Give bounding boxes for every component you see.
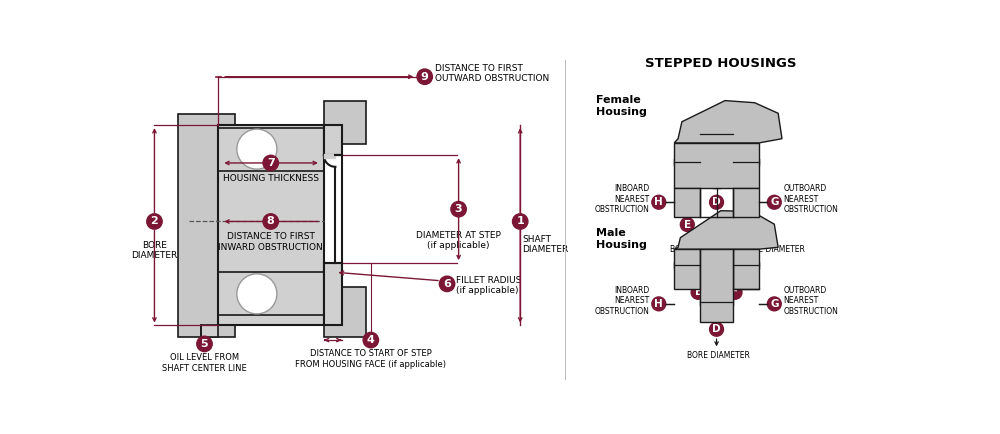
Text: 9: 9 [421, 72, 429, 82]
Circle shape [710, 295, 723, 309]
Text: 2: 2 [151, 217, 158, 227]
Circle shape [451, 201, 466, 217]
Text: E: E [695, 287, 702, 297]
Text: OIL LEVEL FROM
SHAFT CENTER LINE: OIL LEVEL FROM SHAFT CENTER LINE [162, 353, 247, 372]
FancyBboxPatch shape [324, 263, 342, 326]
Circle shape [263, 214, 278, 229]
Circle shape [147, 214, 162, 229]
Circle shape [767, 195, 781, 209]
Circle shape [363, 332, 379, 348]
Text: 4: 4 [367, 335, 375, 345]
Circle shape [512, 214, 528, 229]
FancyBboxPatch shape [733, 249, 759, 289]
Circle shape [439, 276, 455, 292]
Text: BORE DIAMETER: BORE DIAMETER [670, 245, 733, 254]
Text: BORE
DIAMETER: BORE DIAMETER [131, 241, 178, 260]
Text: B: B [713, 129, 721, 139]
Text: H: H [654, 299, 663, 309]
Text: HOUSING THICKNESS: HOUSING THICKNESS [223, 174, 319, 183]
Circle shape [739, 217, 753, 231]
Text: BORE DIAMETER: BORE DIAMETER [687, 351, 750, 360]
FancyBboxPatch shape [733, 187, 759, 217]
Text: INBOARD
NEAREST
OBSTRUCTION: INBOARD NEAREST OBSTRUCTION [595, 286, 650, 316]
Text: 6: 6 [443, 279, 451, 289]
Text: B: B [713, 296, 721, 306]
Text: D: D [712, 324, 721, 334]
Text: FILLET RADIUS
(if applicable): FILLET RADIUS (if applicable) [456, 276, 522, 295]
FancyBboxPatch shape [674, 249, 700, 289]
Text: 7: 7 [267, 158, 275, 168]
Text: BORE DIAMETER: BORE DIAMETER [742, 245, 805, 254]
Text: A: A [683, 260, 691, 270]
Polygon shape [674, 101, 782, 143]
Text: D: D [712, 197, 721, 207]
Polygon shape [674, 210, 778, 249]
FancyBboxPatch shape [324, 287, 366, 337]
Text: G: G [770, 197, 779, 207]
Circle shape [739, 258, 753, 272]
FancyBboxPatch shape [218, 125, 324, 326]
Text: G: G [770, 299, 779, 309]
Text: SHAFT
DIAMETER: SHAFT DIAMETER [523, 235, 569, 254]
Text: C: C [742, 260, 750, 270]
Text: DIAMETER AT STEP
(if applicable): DIAMETER AT STEP (if applicable) [416, 231, 501, 250]
Circle shape [652, 195, 666, 209]
Text: DISTANCE TO FIRST
INWARD OBSTRUCTION: DISTANCE TO FIRST INWARD OBSTRUCTION [218, 232, 323, 252]
Text: DISTANCE TO FIRST
OUTWARD OBSTRUCTION: DISTANCE TO FIRST OUTWARD OBSTRUCTION [435, 64, 549, 83]
Text: INBOARD
NEAREST
OBSTRUCTION: INBOARD NEAREST OBSTRUCTION [595, 184, 650, 214]
Text: Female
Housing: Female Housing [596, 95, 647, 117]
FancyBboxPatch shape [178, 114, 235, 337]
FancyBboxPatch shape [324, 125, 342, 155]
Circle shape [237, 274, 277, 314]
Circle shape [710, 195, 723, 209]
Circle shape [680, 258, 694, 272]
Circle shape [710, 127, 723, 141]
Circle shape [691, 286, 705, 299]
Circle shape [680, 155, 694, 169]
FancyBboxPatch shape [674, 187, 700, 217]
Circle shape [417, 69, 432, 85]
FancyBboxPatch shape [674, 143, 759, 187]
Text: Male
Housing: Male Housing [596, 228, 647, 250]
Text: STEPPED HOUSINGS: STEPPED HOUSINGS [645, 57, 796, 70]
Circle shape [728, 286, 742, 299]
Text: 5: 5 [201, 339, 208, 349]
Circle shape [652, 297, 666, 311]
Text: 8: 8 [267, 217, 275, 227]
Text: 3: 3 [455, 204, 462, 214]
Text: F: F [731, 287, 739, 297]
Circle shape [767, 297, 781, 311]
Circle shape [237, 129, 277, 169]
Circle shape [680, 217, 694, 231]
Text: C: C [742, 157, 750, 167]
FancyBboxPatch shape [324, 102, 366, 144]
Circle shape [739, 155, 753, 169]
Circle shape [710, 322, 723, 336]
Text: H: H [654, 197, 663, 207]
Text: 1: 1 [516, 217, 524, 227]
Text: OUTBOARD
NEAREST
OBSTRUCTION: OUTBOARD NEAREST OBSTRUCTION [784, 286, 838, 316]
FancyBboxPatch shape [201, 326, 218, 337]
Circle shape [197, 336, 212, 352]
Text: F: F [742, 220, 749, 230]
FancyBboxPatch shape [700, 249, 733, 322]
Text: A: A [683, 157, 691, 167]
Text: OUTBOARD
NEAREST
OBSTRUCTION: OUTBOARD NEAREST OBSTRUCTION [784, 184, 838, 214]
Text: E: E [684, 220, 691, 230]
Text: DISTANCE TO START OF STEP
FROM HOUSING FACE (if applicable): DISTANCE TO START OF STEP FROM HOUSING F… [295, 349, 446, 369]
Circle shape [263, 155, 278, 171]
